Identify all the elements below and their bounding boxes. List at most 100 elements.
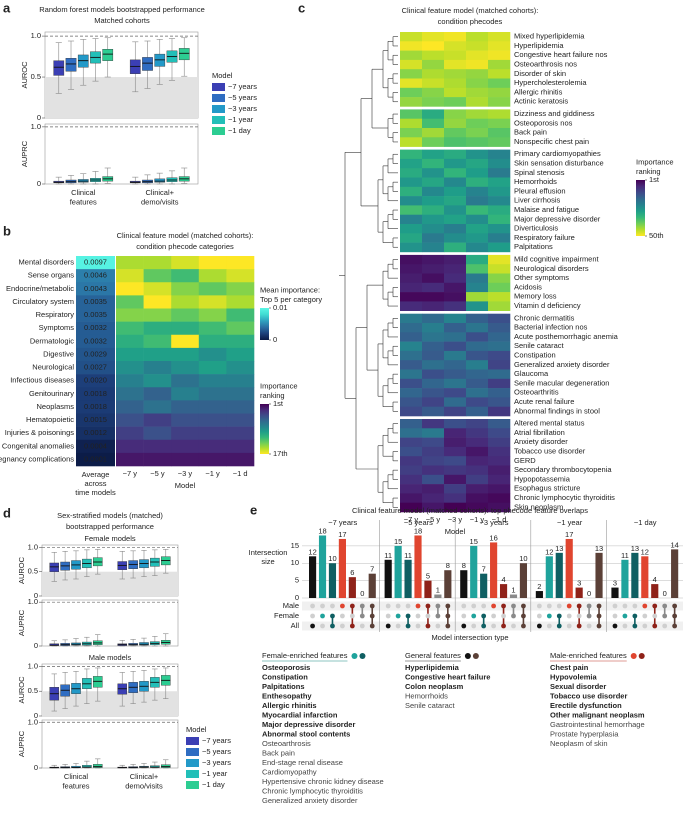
heatmap-cell	[488, 242, 511, 253]
heatmap-cell	[422, 428, 445, 438]
heatmap-cell	[444, 32, 467, 42]
heatmap-cell	[422, 69, 445, 79]
legend-swatch	[186, 748, 199, 756]
chart-title: Sex-stratified models (matched)	[57, 511, 163, 520]
matrix-dot	[445, 623, 451, 629]
heatmap-cell	[466, 242, 489, 253]
y-tick-label: 0.5	[28, 567, 38, 576]
matrix-dot	[652, 603, 658, 609]
heatmap-cell	[400, 446, 423, 457]
list-item-bold: Constipation	[262, 672, 308, 681]
heatmap-cell	[400, 264, 423, 274]
row-label: Senile cataract	[514, 341, 565, 350]
list-item: Gastrointestinal hemorrhage	[550, 720, 645, 729]
legend-label: −7 years	[202, 736, 231, 745]
heatmap-cell	[488, 59, 511, 70]
heatmap-cell	[444, 214, 467, 225]
x-axis-label: Model	[175, 481, 196, 490]
box	[65, 58, 77, 72]
matrix-dot	[546, 603, 552, 609]
heatmap-cell	[488, 128, 511, 138]
heatmap-cell	[488, 158, 511, 169]
legend-label: −7 years	[228, 82, 257, 91]
heatmap-cell	[444, 137, 467, 147]
y-tick-label: 1.0	[28, 717, 38, 726]
heatmap-cell	[488, 196, 511, 206]
row-label: Hematopoietic	[26, 415, 74, 424]
heatmap-cell	[143, 295, 172, 309]
bar-value-label: 7	[482, 565, 486, 574]
matrix-dot	[556, 613, 562, 619]
heatmap-cell	[422, 186, 445, 197]
heatmap-cell	[444, 50, 467, 61]
row-label: GERD	[514, 456, 536, 465]
heatmap-cell	[400, 78, 423, 89]
heatmap-cell	[198, 256, 227, 270]
heatmap-cell	[143, 452, 172, 467]
y-axis-label: AUPRC	[17, 609, 26, 636]
heatmap-cell	[422, 502, 445, 513]
row-label: Bacterial infection nos	[514, 323, 588, 332]
heatmap-cell	[466, 350, 489, 361]
matrix-dot	[521, 623, 526, 629]
heatmap-cell	[488, 313, 511, 324]
bar	[404, 559, 412, 598]
heatmap-cell	[116, 387, 144, 401]
heatmap-cell	[171, 321, 200, 336]
heatmap-cell	[444, 493, 467, 503]
heatmap-cell	[116, 452, 144, 467]
heatmap-cell	[400, 502, 423, 513]
heatmap-cell	[422, 50, 445, 61]
row-label: Mixed hyperlipidemia	[514, 32, 585, 41]
row-label: Other symptoms	[514, 273, 569, 282]
chart-title: condition phecode categories	[136, 242, 234, 251]
matrix-dot	[471, 603, 477, 609]
heatmap-cell	[226, 269, 255, 283]
heatmap-cell	[198, 387, 227, 401]
matrix-dot	[369, 623, 375, 629]
heatmap-cell	[400, 350, 423, 361]
heatmap-cell	[444, 242, 467, 253]
heatmap-cell	[400, 428, 423, 438]
legend-label: −5 years	[228, 93, 257, 102]
heatmap-cell	[116, 321, 144, 336]
y-axis-label: AUROC	[17, 676, 26, 704]
heatmap-cell	[444, 378, 467, 389]
heatmap-cell	[466, 254, 489, 265]
row-label: Glaucoma	[514, 369, 549, 378]
heatmap-cell	[444, 224, 467, 234]
row-label: Neurological disorders	[514, 264, 589, 273]
list-item: Back pain	[262, 748, 295, 757]
heatmap-cell	[116, 361, 144, 375]
row-label: Skin neoplasm	[514, 502, 563, 511]
box	[160, 764, 171, 768]
heatmap-cell	[400, 474, 423, 485]
list-item: Osteoarthrosis	[262, 739, 311, 748]
heatmap-cell	[400, 332, 423, 342]
heatmap-cell	[400, 224, 423, 234]
heatmap-cell	[400, 323, 423, 333]
heatmap-cell	[444, 388, 467, 398]
heatmap-cell	[488, 446, 511, 457]
bar	[470, 545, 478, 598]
heatmap-cell	[143, 334, 172, 349]
heatmap-cell	[488, 273, 511, 284]
mean-importance-label: 0.0020	[84, 376, 107, 385]
mean-importance-cell	[76, 308, 115, 322]
heatmap-cell	[400, 149, 423, 160]
mean-importance-cell	[76, 426, 115, 441]
legend-swatch	[186, 759, 199, 767]
bar	[565, 538, 573, 598]
row-label: Palpitations	[514, 242, 553, 251]
matrix-dot	[672, 603, 678, 609]
heatmap-cell	[466, 177, 489, 188]
group-label: −1 day	[634, 518, 657, 527]
facet-title: Male models	[89, 653, 132, 662]
plot-frame	[44, 123, 199, 185]
heatmap-cell	[444, 149, 467, 160]
bar	[509, 594, 518, 598]
heatmap-cell	[422, 205, 445, 215]
row-label: Pregnancy complications	[0, 454, 74, 463]
heatmap-cell	[226, 321, 255, 336]
